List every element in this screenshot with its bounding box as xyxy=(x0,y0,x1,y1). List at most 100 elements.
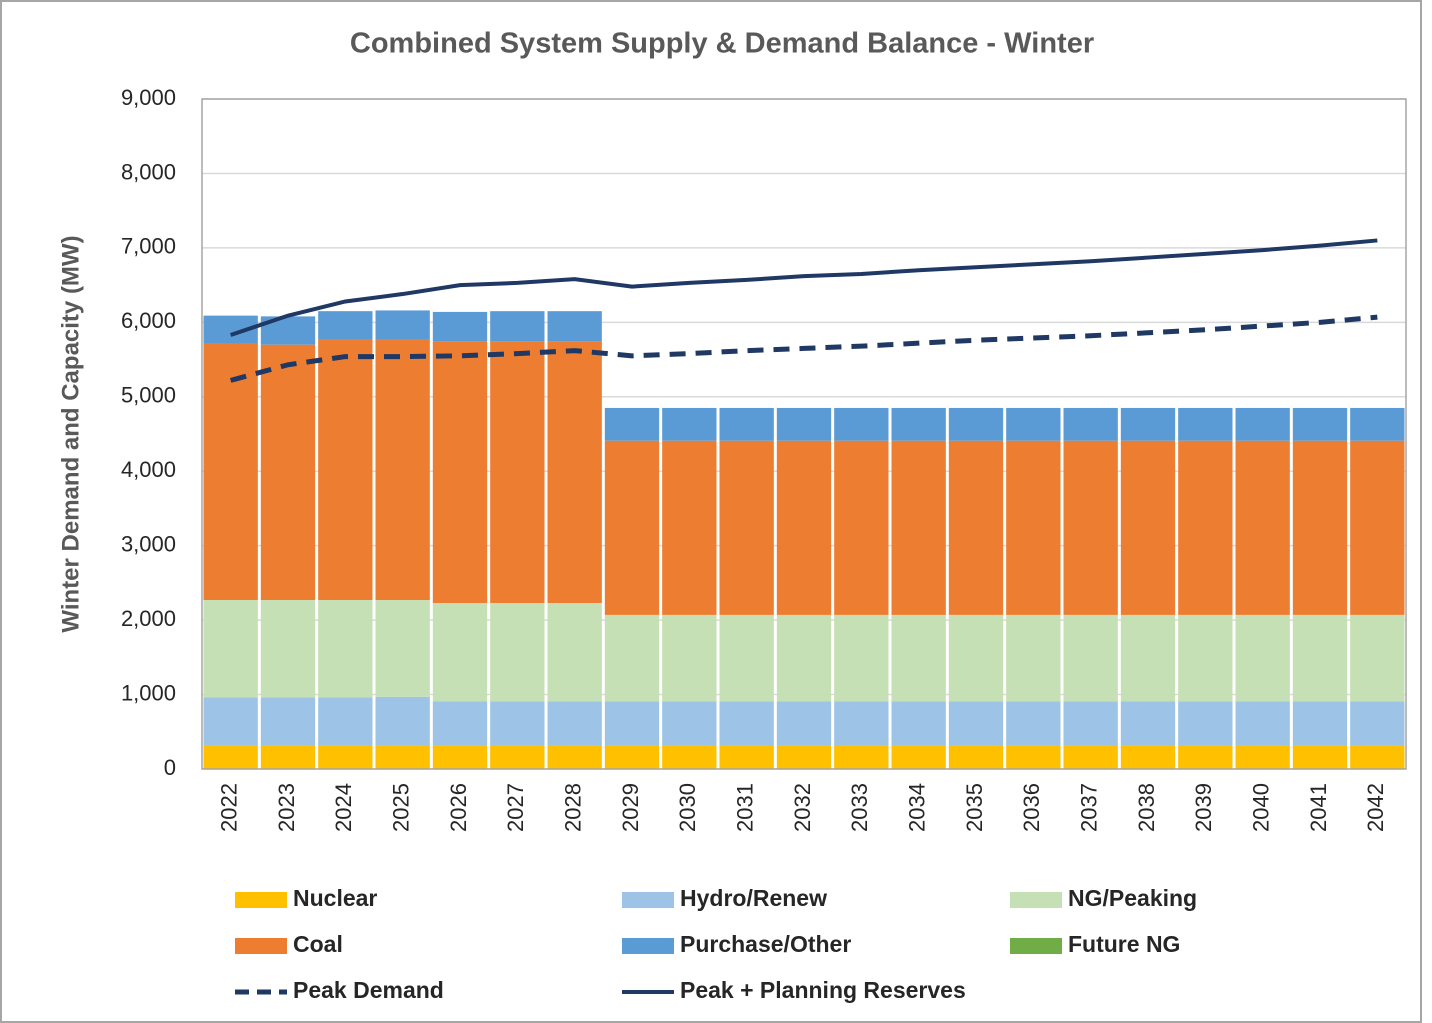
legend-label: Coal xyxy=(293,931,343,957)
bar-segment xyxy=(604,407,660,441)
legend-label: Peak + Planning Reserves xyxy=(680,977,966,1003)
bar-segment xyxy=(1063,614,1118,702)
legend-swatch xyxy=(235,892,287,908)
bar-segment xyxy=(1006,407,1061,441)
bar-segment xyxy=(547,745,602,769)
bar-segment xyxy=(547,341,602,603)
bar-segment xyxy=(490,341,545,603)
bar-segment xyxy=(1350,407,1405,441)
bar-segment xyxy=(834,440,889,615)
bar-segment xyxy=(834,407,889,441)
bar-segment xyxy=(318,600,373,698)
bar-segment xyxy=(1235,745,1290,769)
bar-segment xyxy=(1292,701,1348,746)
bar-segment xyxy=(948,701,1004,746)
bar-segment xyxy=(1006,614,1061,702)
y-axis-label: Winter Demand and Capacity (MW) xyxy=(57,235,84,632)
bar-segment xyxy=(203,745,258,769)
bar-segment xyxy=(776,440,832,615)
bar-segment xyxy=(948,745,1004,769)
bar-segment xyxy=(260,745,316,769)
y-tick-label: 8,000 xyxy=(121,159,176,184)
x-tick-label: 2025 xyxy=(388,783,413,832)
bar-segment xyxy=(1120,407,1176,441)
bar-segment xyxy=(948,440,1004,615)
bar-segment xyxy=(490,745,545,769)
y-tick-label: 0 xyxy=(164,755,176,780)
bar-segment xyxy=(318,339,373,601)
bar-segment xyxy=(719,745,774,769)
bar-segment xyxy=(776,614,832,702)
bar-segment xyxy=(662,440,717,615)
bar-segment xyxy=(1063,407,1118,441)
x-tick-label: 2031 xyxy=(732,783,757,832)
bar-segment xyxy=(1120,701,1176,746)
bar-segment xyxy=(662,745,717,769)
bar-segment xyxy=(375,339,430,601)
bar-segment xyxy=(776,407,832,441)
bar-segment xyxy=(490,602,545,702)
x-tick-label: 2029 xyxy=(618,783,643,832)
bar-segment xyxy=(1178,701,1233,746)
bar-segment xyxy=(375,600,430,697)
bar-segment xyxy=(834,614,889,702)
legend-swatch xyxy=(235,938,287,954)
bar-segment xyxy=(260,600,316,698)
bar-segment xyxy=(318,311,373,340)
x-tick-label: 2026 xyxy=(446,783,471,832)
bar-segment xyxy=(1006,440,1061,615)
x-tick-label: 2034 xyxy=(904,783,929,832)
y-tick-label: 7,000 xyxy=(121,234,176,259)
bar-segment xyxy=(260,697,316,746)
bar-segment xyxy=(1063,745,1118,769)
bar-segment xyxy=(1350,701,1405,746)
legend-swatch xyxy=(622,892,674,908)
bar-segment xyxy=(719,407,774,441)
y-tick-label: 4,000 xyxy=(121,457,176,482)
x-tick-label: 2041 xyxy=(1306,783,1331,832)
x-tick-label: 2042 xyxy=(1363,783,1388,832)
x-tick-label: 2040 xyxy=(1248,783,1273,832)
x-tick-label: 2030 xyxy=(675,783,700,832)
bar-segment xyxy=(375,745,430,769)
bar-segment xyxy=(834,701,889,746)
x-tick-label: 2037 xyxy=(1076,783,1101,832)
bar-segment xyxy=(1350,614,1405,702)
bar-segment xyxy=(432,701,488,746)
legend-label: Nuclear xyxy=(293,885,377,911)
bar-segment xyxy=(1178,745,1233,769)
legend-label: Hydro/Renew xyxy=(680,885,827,911)
x-tick-label: 2027 xyxy=(503,783,528,832)
legend-swatch xyxy=(1010,892,1062,908)
bar-segment xyxy=(604,745,660,769)
y-tick-label: 1,000 xyxy=(121,680,176,705)
bar-segment xyxy=(662,614,717,702)
legend-label: Peak Demand xyxy=(293,977,444,1003)
bar-segment xyxy=(1235,701,1290,746)
bar-segment xyxy=(260,344,316,601)
bar-segment xyxy=(604,614,660,702)
x-tick-label: 2024 xyxy=(331,783,356,832)
x-tick-label: 2039 xyxy=(1191,783,1216,832)
bar-segment xyxy=(1292,407,1348,441)
line-series xyxy=(230,314,1378,383)
x-tick-label: 2022 xyxy=(216,783,241,832)
bar-segment xyxy=(1292,745,1348,769)
bar-segment xyxy=(1120,745,1176,769)
y-tick-label: 9,000 xyxy=(121,85,176,110)
plot-border xyxy=(201,98,1407,770)
bar-segment xyxy=(948,614,1004,702)
bar-segment xyxy=(604,440,660,615)
bar-segment xyxy=(1120,440,1176,615)
bar-segment xyxy=(719,614,774,702)
x-tick-label: 2023 xyxy=(274,783,299,832)
bar-segment xyxy=(432,602,488,702)
bar-segment xyxy=(1120,614,1176,702)
bar-segment xyxy=(1235,407,1290,441)
y-tick-label: 2,000 xyxy=(121,606,176,631)
bar-segment xyxy=(1178,614,1233,702)
bar-segment xyxy=(318,745,373,769)
bar-segment xyxy=(1006,701,1061,746)
y-tick-label: 3,000 xyxy=(121,531,176,556)
